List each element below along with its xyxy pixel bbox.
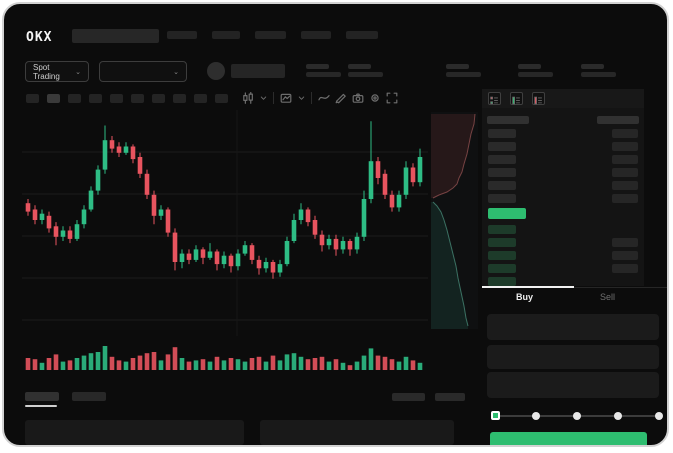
stat-label-placeholder [518, 64, 541, 69]
bid-amount-placeholder[interactable] [612, 264, 638, 273]
slider-step-dot[interactable] [573, 412, 581, 420]
ask-amount-placeholder[interactable] [612, 168, 638, 177]
nav-search-placeholder[interactable] [72, 29, 159, 43]
camera-icon[interactable] [352, 92, 364, 104]
ask-price-placeholder[interactable] [488, 155, 516, 164]
slider-handle[interactable] [491, 411, 500, 420]
bottom-tab-placeholder[interactable] [25, 392, 59, 401]
app-window: OKX Spot Trading ⌄ ⌄ Buy Sell [2, 2, 669, 447]
orderbook-header-placeholder [487, 116, 529, 124]
buy-tab-indicator [482, 286, 574, 288]
timeframe-button-placeholder[interactable] [68, 94, 81, 103]
market-type-label: Spot Trading [33, 62, 60, 81]
book-both-icon[interactable] [488, 92, 501, 105]
slider-step-dot[interactable] [655, 412, 663, 420]
bottom-action-placeholder[interactable] [392, 393, 425, 401]
chevron-down-icon: ⌄ [173, 68, 179, 76]
nav-item-placeholder[interactable] [167, 31, 197, 39]
timeframe-button-placeholder[interactable] [215, 94, 228, 103]
ask-amount-placeholder[interactable] [612, 129, 638, 138]
chevron-down-icon[interactable] [297, 92, 306, 104]
chevron-down-icon: ⌄ [75, 68, 81, 76]
toolbar-divider [273, 92, 274, 104]
book-asks-icon[interactable] [532, 92, 545, 105]
ask-amount-placeholder[interactable] [612, 181, 638, 190]
bid-amount-placeholder[interactable] [612, 238, 638, 247]
tab-divider [482, 287, 667, 288]
stat-value-placeholder [446, 72, 481, 77]
stat-value-placeholder [306, 72, 341, 77]
stat-value-placeholder [518, 72, 553, 77]
bottom-tab-placeholder[interactable] [72, 392, 106, 401]
ask-amount-placeholder[interactable] [612, 155, 638, 164]
nav-item-placeholder[interactable] [301, 31, 331, 39]
indicator-icon[interactable] [280, 92, 292, 104]
tab-sell[interactable]: Sell [600, 292, 616, 302]
timeframe-button-placeholder[interactable] [194, 94, 207, 103]
pair-dropdown[interactable]: ⌄ [99, 61, 187, 82]
stat-value-placeholder [581, 72, 616, 77]
bid-price-placeholder[interactable] [488, 238, 516, 247]
book-bids-icon[interactable] [510, 92, 523, 105]
timeframe-button-placeholder[interactable] [47, 94, 60, 103]
bottom-panel-placeholder [260, 420, 454, 445]
timeframe-button-placeholder[interactable] [89, 94, 102, 103]
ask-price-placeholder[interactable] [488, 129, 516, 138]
coin-avatar [207, 62, 225, 80]
order-input-placeholder[interactable] [487, 314, 659, 340]
order-input-placeholder[interactable] [487, 372, 659, 398]
buy-submit-button[interactable] [490, 432, 647, 445]
bottom-action-placeholder[interactable] [435, 393, 465, 401]
pair-name-placeholder [231, 64, 285, 78]
bid-price-placeholder[interactable] [488, 225, 516, 234]
ask-amount-placeholder[interactable] [612, 194, 638, 203]
candles-icon[interactable] [242, 92, 254, 104]
depth-chart[interactable] [431, 112, 478, 329]
ask-price-placeholder[interactable] [488, 142, 516, 151]
okx-logo[interactable]: OKX [26, 30, 53, 45]
stat-label-placeholder [306, 64, 329, 69]
timeframe-button-placeholder[interactable] [152, 94, 165, 103]
expand-icon[interactable] [386, 92, 398, 104]
stat-label-placeholder [446, 64, 469, 69]
market-type-dropdown[interactable]: Spot Trading ⌄ [25, 61, 89, 82]
stat-label-placeholder [348, 64, 371, 69]
ask-price-placeholder[interactable] [488, 168, 516, 177]
slider-step-dot[interactable] [614, 412, 622, 420]
ask-price-placeholder[interactable] [488, 194, 516, 203]
bid-price-placeholder[interactable] [488, 277, 516, 286]
tab-buy[interactable]: Buy [516, 292, 534, 302]
timeframe-button-placeholder[interactable] [26, 94, 39, 103]
stat-value-placeholder [348, 72, 383, 77]
ask-price-placeholder[interactable] [488, 181, 516, 190]
bottom-panel-placeholder [25, 420, 244, 445]
stat-label-placeholder [581, 64, 604, 69]
timeframe-button-placeholder[interactable] [131, 94, 144, 103]
nav-item-placeholder[interactable] [346, 31, 378, 39]
toolbar-divider [311, 92, 312, 104]
orderbook-header-placeholder [597, 116, 639, 124]
slider-step-dot[interactable] [532, 412, 540, 420]
bid-amount-placeholder[interactable] [612, 251, 638, 260]
nav-item-placeholder[interactable] [255, 31, 286, 39]
trend-line-icon[interactable] [318, 92, 330, 104]
chevron-down-icon[interactable] [259, 92, 268, 104]
bid-price-placeholder[interactable] [488, 264, 516, 273]
nav-item-placeholder[interactable] [212, 31, 240, 39]
last-price-highlight[interactable] [488, 208, 526, 219]
timeframe-button-placeholder[interactable] [110, 94, 123, 103]
ask-amount-placeholder[interactable] [612, 142, 638, 151]
timeframe-button-placeholder[interactable] [173, 94, 186, 103]
active-tab-underline [25, 405, 57, 407]
candlestick-chart[interactable] [22, 110, 428, 372]
orderbook-toolbar [482, 89, 644, 108]
order-input-placeholder[interactable] [487, 345, 659, 369]
bid-price-placeholder[interactable] [488, 251, 516, 260]
gear-icon[interactable] [369, 92, 381, 104]
pencil-icon[interactable] [335, 92, 347, 104]
